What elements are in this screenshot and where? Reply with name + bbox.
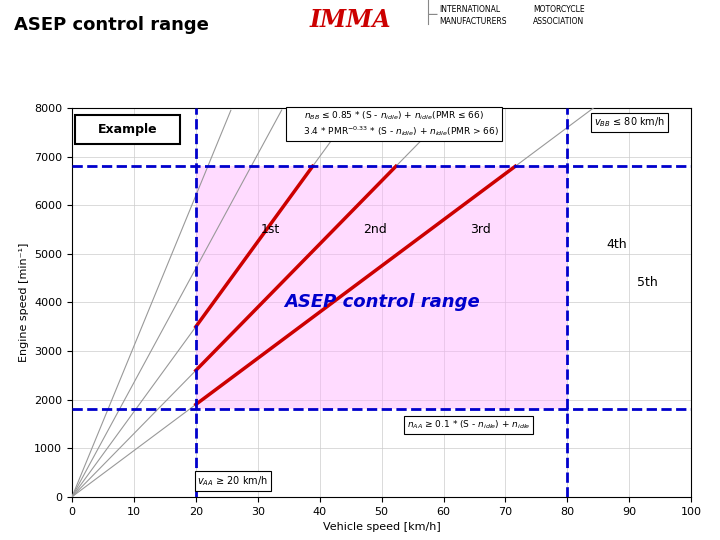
FancyBboxPatch shape bbox=[75, 116, 180, 145]
Text: $v_{BB}$ ≤ 80 km/h: $v_{BB}$ ≤ 80 km/h bbox=[594, 116, 665, 130]
Text: 5th: 5th bbox=[637, 276, 658, 289]
Text: MANUFACTURERS: MANUFACTURERS bbox=[439, 17, 507, 26]
Text: INTERNATIONAL: INTERNATIONAL bbox=[439, 5, 500, 15]
Text: ─: ─ bbox=[428, 8, 437, 22]
Text: $n_{BB}$ ≤ 0.85 * (S - $n_{idle}$) + $n_{idle}$(PMR ≤ 66)
     3.4 * PMR$^{-0.33: $n_{BB}$ ≤ 0.85 * (S - $n_{idle}$) + $n_… bbox=[289, 109, 499, 138]
Text: 2nd: 2nd bbox=[364, 223, 387, 236]
X-axis label: Vehicle speed [km/h]: Vehicle speed [km/h] bbox=[323, 522, 441, 532]
Text: 4th: 4th bbox=[606, 238, 627, 251]
Text: MOTORCYCLE: MOTORCYCLE bbox=[533, 5, 585, 15]
Text: ASEP control range: ASEP control range bbox=[284, 293, 480, 312]
Text: ASSOCIATION: ASSOCIATION bbox=[533, 17, 584, 26]
Text: ASEP control range: ASEP control range bbox=[14, 16, 210, 34]
Text: Example: Example bbox=[98, 123, 158, 136]
Bar bbox=[196, 166, 567, 409]
Text: $v_{AA}$ ≥ 20 km/h: $v_{AA}$ ≥ 20 km/h bbox=[197, 474, 269, 488]
Text: $n_{AA}$ ≥ 0.1 * (S - $n_{idle}$) + $n_{idle}$: $n_{AA}$ ≥ 0.1 * (S - $n_{idle}$) + $n_{… bbox=[407, 418, 530, 431]
Text: 1st: 1st bbox=[261, 223, 280, 236]
Text: 3rd: 3rd bbox=[470, 223, 491, 236]
Y-axis label: Engine speed [min⁻¹]: Engine speed [min⁻¹] bbox=[19, 242, 29, 362]
Text: IMMA: IMMA bbox=[310, 8, 391, 32]
